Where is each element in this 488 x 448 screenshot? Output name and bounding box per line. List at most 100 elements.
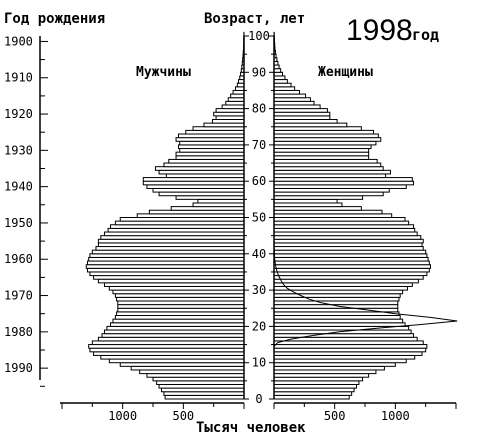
women-bar	[273, 137, 382, 142]
women-bar	[273, 304, 399, 309]
women-bar	[273, 373, 370, 378]
men-bar	[97, 238, 245, 244]
women-x-tick-label: 1000	[381, 409, 410, 423]
men-bar	[97, 336, 245, 342]
women-bar	[273, 285, 408, 291]
men-bar	[146, 373, 245, 378]
men-bar	[175, 155, 245, 160]
men-bar	[100, 354, 245, 360]
women-bar	[273, 202, 343, 208]
men-bar	[163, 162, 245, 168]
men-bar	[110, 322, 245, 327]
women-bar	[273, 256, 429, 262]
women-bar	[273, 347, 427, 353]
men-bar	[130, 365, 245, 371]
men-bar	[114, 315, 245, 320]
men-bar	[185, 129, 245, 135]
men-bar	[117, 304, 245, 309]
women-bar	[273, 195, 364, 200]
women-bar	[273, 155, 370, 160]
women-bar	[273, 133, 379, 139]
men-bar	[227, 97, 245, 102]
women-bar	[273, 177, 413, 182]
women-bar	[273, 344, 428, 349]
men-bar	[221, 104, 245, 110]
women-bar	[273, 111, 331, 117]
men-bar	[197, 198, 245, 204]
women-bar	[273, 394, 350, 400]
men-bar	[116, 311, 245, 317]
men-bar	[85, 264, 245, 269]
birth-year-tick-label: 1940	[4, 180, 33, 194]
men-bar	[203, 122, 245, 128]
women-bar	[273, 213, 393, 218]
women-label: Женщины	[318, 65, 373, 80]
women-bar	[273, 296, 400, 302]
men-bar	[86, 260, 245, 266]
women-bar	[273, 282, 413, 287]
women-bar	[273, 126, 362, 131]
women-bar	[273, 162, 382, 168]
men-bar	[179, 148, 245, 153]
men-bar	[154, 166, 245, 171]
women-bar	[273, 249, 427, 255]
women-bar	[273, 140, 377, 146]
women-bar	[273, 180, 415, 186]
men-bar	[119, 362, 245, 367]
chart-title-suffix: год	[412, 26, 439, 44]
men-bar	[103, 329, 245, 335]
men-bar	[103, 231, 245, 237]
fertility-curve	[273, 237, 458, 347]
women-bar	[273, 173, 387, 179]
men-bar	[168, 158, 245, 164]
age-tick-label: 100	[248, 29, 270, 43]
age-tick-label: 80	[252, 102, 266, 116]
men-bars	[85, 31, 245, 400]
men-bar	[148, 209, 245, 215]
men-bar	[192, 126, 245, 131]
men-bar	[142, 180, 245, 186]
women-bar	[273, 340, 424, 346]
women-bar	[273, 129, 374, 135]
men-bar	[114, 293, 245, 298]
men-bar	[91, 249, 245, 255]
women-bar	[273, 115, 331, 120]
men-bar	[158, 169, 245, 175]
men-bar	[89, 271, 245, 277]
age-tick-label: 50	[252, 211, 266, 225]
women-bar	[273, 151, 370, 157]
birth-year-tick-label: 1910	[4, 71, 33, 85]
women-bar	[273, 376, 364, 382]
men-bar	[106, 325, 245, 331]
men-bar	[100, 235, 245, 240]
women-bar	[273, 231, 418, 237]
men-bar	[136, 213, 245, 218]
women-bar	[273, 260, 430, 266]
birth-year-ticks: 1900 1910 1920 1930 1940 1950 1960 1970 1980 1990	[4, 34, 48, 387]
age-tick-label: 0	[255, 392, 262, 406]
men-bar	[116, 296, 245, 302]
men-bar	[211, 118, 245, 124]
birth-year-tick-label: 1960	[4, 252, 33, 266]
men-bar	[156, 380, 245, 385]
men-bar	[163, 391, 245, 396]
women-bar	[273, 93, 307, 99]
women-bar	[273, 380, 360, 385]
women-bar	[273, 333, 415, 338]
men-bar	[146, 184, 245, 189]
age-tick-label: 40	[252, 247, 266, 261]
women-bar	[273, 383, 358, 389]
women-bar	[273, 68, 282, 73]
women-bar	[273, 220, 410, 226]
women-bar	[273, 275, 424, 280]
women-bar	[273, 118, 338, 124]
women-bar	[273, 354, 416, 360]
men-bar	[117, 307, 245, 313]
women-bar	[273, 362, 396, 367]
women-bar	[273, 166, 384, 171]
men-bar	[215, 115, 245, 120]
men-bar	[107, 227, 245, 233]
women-bar	[273, 227, 416, 233]
women-bar	[273, 351, 423, 356]
